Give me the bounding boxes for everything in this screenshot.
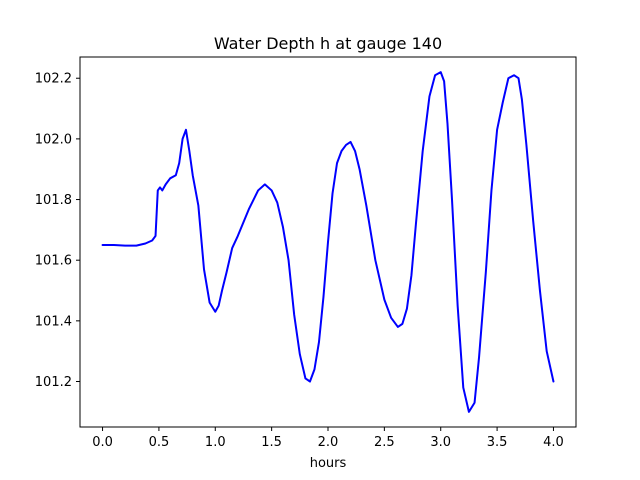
series-layer bbox=[101, 71, 555, 413]
y-axis-ticks: 101.2 101.4 101.6 101.8 102.0 102.2 bbox=[35, 72, 80, 390]
y-tick-label: 102.2 bbox=[35, 72, 72, 87]
plot-area-frame bbox=[79, 56, 577, 428]
y-tick-label: 101.4 bbox=[35, 314, 72, 329]
y-tick-label: 101.2 bbox=[35, 375, 72, 390]
y-tick-label: 101.8 bbox=[35, 193, 72, 208]
series-line-0 bbox=[101, 71, 555, 413]
chart-title: Water Depth h at gauge 140 bbox=[214, 34, 442, 53]
x-tick-label: 4.0 bbox=[543, 435, 564, 450]
x-tick-label: 3.0 bbox=[430, 435, 451, 450]
x-tick-label: 0.5 bbox=[149, 435, 170, 450]
x-axis-label: hours bbox=[310, 456, 347, 471]
x-axis-ticks: 0.0 0.5 1.0 1.5 2.0 2.5 3.0 3.5 4.0 bbox=[92, 427, 564, 450]
x-tick-label: 3.5 bbox=[487, 435, 508, 450]
x-tick-label: 2.0 bbox=[318, 435, 339, 450]
x-tick-label: 0.0 bbox=[92, 435, 113, 450]
x-tick-label: 1.0 bbox=[205, 435, 226, 450]
x-tick-label: 2.5 bbox=[374, 435, 395, 450]
y-tick-label: 101.6 bbox=[35, 254, 72, 269]
x-tick-label: 1.5 bbox=[261, 435, 282, 450]
y-tick-label: 102.0 bbox=[35, 132, 72, 147]
